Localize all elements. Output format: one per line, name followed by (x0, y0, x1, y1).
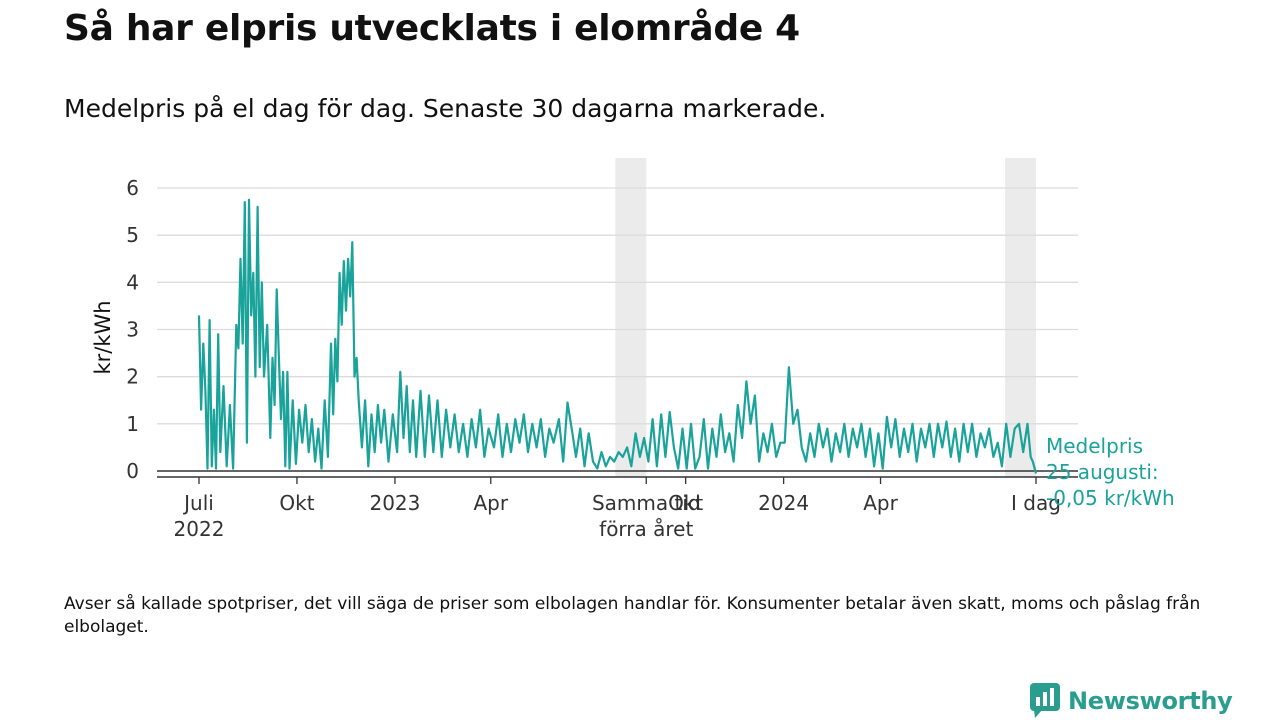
y-tick-label-6: 6 (126, 176, 139, 200)
y-tick-label-2: 2 (126, 365, 139, 389)
annotation-line-0: Medelpris (1046, 434, 1143, 458)
page-title: Så har elpris utvecklats i elområde 4 (64, 8, 800, 49)
y-tick-label-0: 0 (126, 459, 139, 483)
x-tick-label-0-0: Juli (182, 491, 214, 515)
annotation-line-1: 25 augusti: (1046, 460, 1159, 484)
gridlines (157, 187, 1078, 472)
x-tick-label-6-0: 2024 (758, 491, 809, 515)
brand-name: Newsworthy (1068, 687, 1233, 715)
annotation-line-2: -0,05 kr/kWh (1046, 486, 1175, 510)
x-tick-label-4-0: Samma tid (592, 491, 701, 515)
page-subtitle: Medelpris på el dag för dag. Senaste 30 … (64, 94, 827, 123)
x-tick-label-0-1: 2022 (174, 517, 225, 541)
y-tick-label-1: 1 (126, 412, 139, 436)
y-axis-label: kr/kWh (91, 300, 115, 374)
x-tick-label-2-0: 2023 (369, 491, 420, 515)
x-tick-label-8-0: I dag (1011, 491, 1061, 515)
y-tick-label-5: 5 (126, 223, 139, 247)
brand-logo: Newsworthy (1030, 683, 1233, 719)
newsworthy-logo-icon (1030, 683, 1060, 718)
x-tick-label-3-0: Apr (473, 491, 508, 515)
y-tick-label-4: 4 (126, 270, 139, 294)
x-tick-label-1-0: Okt (279, 491, 314, 515)
highlight-band-0 (615, 158, 647, 477)
y-tick-label-3: 3 (126, 318, 139, 342)
footnote: Avser så kallade spotpriser, det vill sä… (64, 594, 1201, 637)
x-tick-label-5-0: Okt (668, 491, 703, 515)
x-tick-label-7-0: Apr (863, 491, 898, 515)
y-axis-tick-labels: 0 1 2 3 4 5 6 (126, 176, 139, 483)
x-tick-label-4-1: förra året (599, 517, 693, 541)
series-line (197, 198, 1038, 474)
